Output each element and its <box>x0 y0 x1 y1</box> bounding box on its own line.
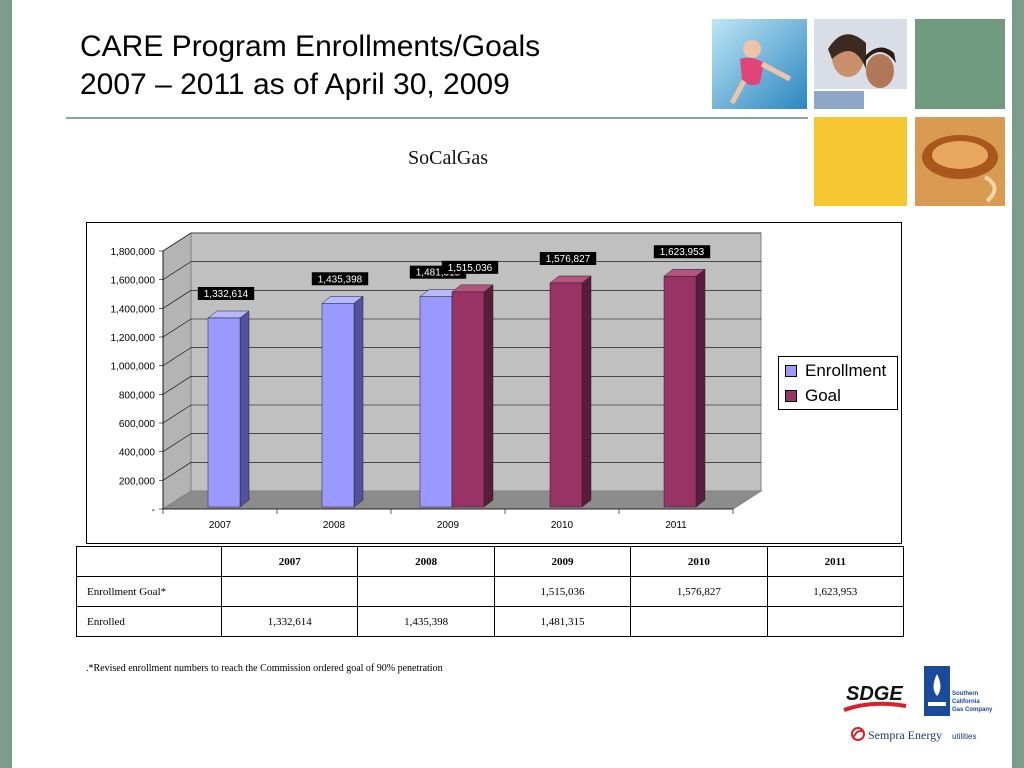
title-line-1: CARE Program Enrollments/Goals <box>80 30 541 63</box>
svg-text:Sempra Energy: Sempra Energy <box>868 728 942 742</box>
bar-enrollment-2007 <box>207 317 241 508</box>
bar-goal-2011 <box>663 275 697 508</box>
y-tick-label: 1,400,000 <box>111 304 156 315</box>
svg-text:Southern: Southern <box>952 691 979 697</box>
x-tick-label: 2007 <box>209 520 232 531</box>
svg-text:Gas Company: Gas Company <box>952 707 993 713</box>
footnote: .*Revised enrollment numbers to reach th… <box>86 663 443 674</box>
bar-enrollment-2008 <box>321 303 355 508</box>
table-row: Enrollment Goal* 1,515,036 1,576,827 1,6… <box>76 576 905 607</box>
table-cell <box>766 606 905 637</box>
green-tile <box>915 19 1005 109</box>
socalgas-logo-mark <box>924 666 950 716</box>
header-cell: 2009 <box>493 546 632 577</box>
title-line-2: 2007 – 2011 as of April 30, 2009 <box>80 68 510 101</box>
legend-item-goal: Goal <box>785 385 841 407</box>
y-tick-label: 600,000 <box>119 419 156 430</box>
x-tick-label: 2009 <box>437 520 460 531</box>
right-accent-bar <box>1012 0 1024 768</box>
svg-text:utilities: utilities <box>952 732 976 741</box>
slide-title: CARE Program Enrollments/Goals 2007 – 20… <box>80 28 540 104</box>
y-tick-label: 800,000 <box>119 390 156 401</box>
bar-side-goal-2011 <box>695 268 706 508</box>
bar-side-goal-2009 <box>483 284 494 508</box>
data-label-goal-2010: 1,576,827 <box>546 254 591 265</box>
y-tick-label: - <box>152 505 155 516</box>
svg-text:California: California <box>952 699 980 705</box>
table-cell: 1,435,398 <box>357 606 495 637</box>
bar-enrollment-2009 <box>419 296 453 508</box>
header-cell <box>76 546 222 577</box>
data-label-enrollment-2008: 1,435,398 <box>318 274 363 285</box>
y-tick-label: 1,800,000 <box>111 247 156 258</box>
data-label-goal-2011: 1,623,953 <box>660 247 705 258</box>
table-cell: 1,623,953 <box>766 576 905 607</box>
x-tick-label: 2011 <box>665 520 687 531</box>
chart-side-wall <box>162 232 192 510</box>
title-divider <box>66 117 808 119</box>
x-tick-label: 2010 <box>551 520 574 531</box>
bar-side-goal-2010 <box>581 275 592 508</box>
y-tick-label: 1,600,000 <box>111 276 156 287</box>
bar-goal-2010 <box>549 282 583 508</box>
data-label-goal-2009: 1,515,036 <box>448 263 493 274</box>
header-cell: 2010 <box>630 546 768 577</box>
bar-side-enrollment-2007 <box>239 310 250 508</box>
row-label: Enrollment Goal* <box>76 576 222 607</box>
table-cell <box>357 576 495 607</box>
chart-subtitle: SoCalGas <box>408 147 488 169</box>
x-tick-label: 2008 <box>323 520 346 531</box>
teacup-photo <box>915 117 1005 206</box>
data-label-bg-goal-2010 <box>539 251 597 265</box>
data-label-enrollment-2009: 1,481,315 <box>416 268 461 279</box>
gridline <box>162 232 761 252</box>
bar-chart: - 200,000 400,000 600,000 800,000 1,000,000 1,… <box>111 232 763 531</box>
header-cell: 2007 <box>220 546 359 577</box>
yellow-tile <box>814 117 907 206</box>
table-cell: 1,332,614 <box>220 606 359 637</box>
legend-label-enrollment: Enrollment <box>805 361 887 380</box>
table-cell <box>630 606 768 637</box>
legend-swatch-goal <box>785 390 797 402</box>
bar-goal-2009 <box>451 291 485 508</box>
row-label: Enrolled <box>76 606 222 637</box>
data-label-bg-goal-2011 <box>653 245 711 259</box>
y-tick-label: 200,000 <box>119 476 156 487</box>
y-tick-label: 1,200,000 <box>111 333 156 344</box>
chart-frame: - 200,000 400,000 600,000 800,000 1,000,000 1,… <box>86 222 902 544</box>
data-label-bg-enrollment-2007 <box>197 286 255 300</box>
swimmer-photo <box>712 19 807 109</box>
bar-side-enrollment-2008 <box>353 295 364 508</box>
legend-swatch-enrollment <box>785 365 797 377</box>
data-label-enrollment-2007: 1,332,614 <box>204 289 249 300</box>
data-label-bg-goal-2009 <box>441 260 499 274</box>
table-cell: 1,576,827 <box>630 576 768 607</box>
sdge-logo: SDGE <box>843 683 907 712</box>
table-cell <box>220 576 359 607</box>
left-accent-bar <box>0 0 12 768</box>
legend-label-goal: Goal <box>805 386 841 405</box>
legend-item-enrollment: Enrollment <box>785 360 886 382</box>
table-row: Enrolled 1,332,614 1,435,398 1,481,315 <box>76 606 905 637</box>
y-tick-label: 1,000,000 <box>111 362 156 373</box>
y-tick-label: 400,000 <box>119 448 156 459</box>
data-table: 2007 2008 2009 2010 2011 Enrollment Goal… <box>76 546 905 637</box>
data-label-bg-enrollment-2008 <box>311 272 369 286</box>
header-cell: 2008 <box>357 546 495 577</box>
sempra-logo: Sempra Energy utilities <box>851 727 976 742</box>
svg-text:SDGE: SDGE <box>846 683 903 705</box>
table-header-row: 2007 2008 2009 2010 2011 <box>76 546 905 577</box>
table-cell: 1,515,036 <box>493 576 632 607</box>
family-photo <box>814 19 907 109</box>
chart-legend: Enrollment Goal <box>778 356 898 410</box>
header-cell: 2011 <box>766 546 905 577</box>
socalgas-logo-text: Southern California Gas Company <box>952 691 993 713</box>
table-cell: 1,481,315 <box>493 606 632 637</box>
